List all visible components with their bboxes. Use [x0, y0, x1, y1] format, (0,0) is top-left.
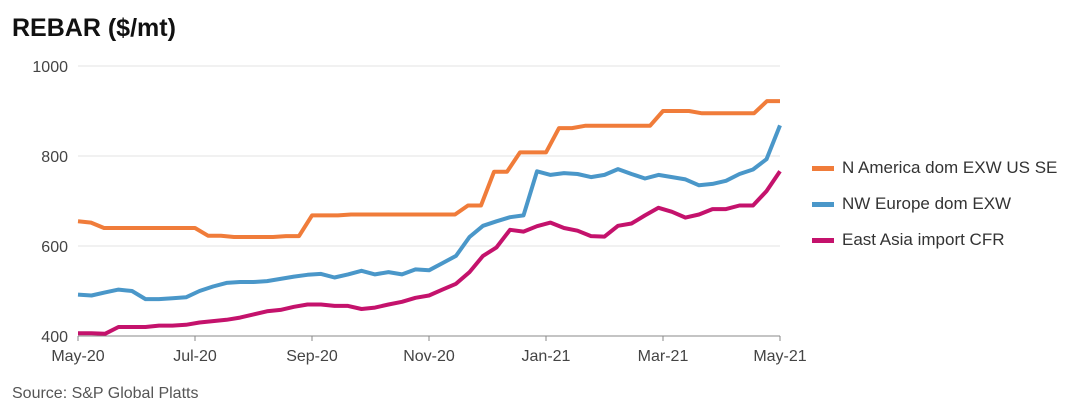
series-line-n-america	[77, 99, 780, 239]
y-tick-label: 1000	[32, 59, 68, 76]
legend: N America dom EXW US SE NW Europe dom EX…	[812, 150, 1057, 258]
legend-swatch	[812, 201, 834, 207]
legend-label: East Asia import CFR	[842, 230, 1005, 249]
y-tick-label: 400	[41, 329, 68, 346]
chart-title: REBAR ($/mt)	[12, 14, 176, 42]
x-tick-label: May-20	[51, 348, 104, 365]
y-tick-label: 800	[41, 149, 68, 166]
legend-item-n-america: N America dom EXW US SE	[812, 150, 1057, 186]
y-tick-label: 600	[41, 239, 68, 256]
x-tick-label: May-21	[753, 348, 806, 365]
legend-label: N America dom EXW US SE	[842, 158, 1058, 177]
x-tick-label: Jan-21	[522, 348, 571, 365]
x-tick-label: Mar-21	[638, 348, 689, 365]
x-tick-label: Nov-20	[403, 348, 455, 365]
series-line-nw-europe	[77, 124, 782, 302]
legend-swatch	[812, 165, 834, 171]
legend-swatch	[812, 237, 834, 243]
source-note: Source: S&P Global Platts	[12, 385, 199, 402]
x-tick-label: Jul-20	[173, 348, 217, 365]
x-tick-label: Sep-20	[286, 348, 338, 365]
legend-item-nw-europe: NW Europe dom EXW	[812, 186, 1057, 222]
series-line-east-asia	[78, 170, 782, 336]
legend-item-east-asia: East Asia import CFR	[812, 222, 1057, 258]
legend-label: NW Europe dom EXW	[842, 194, 1012, 213]
